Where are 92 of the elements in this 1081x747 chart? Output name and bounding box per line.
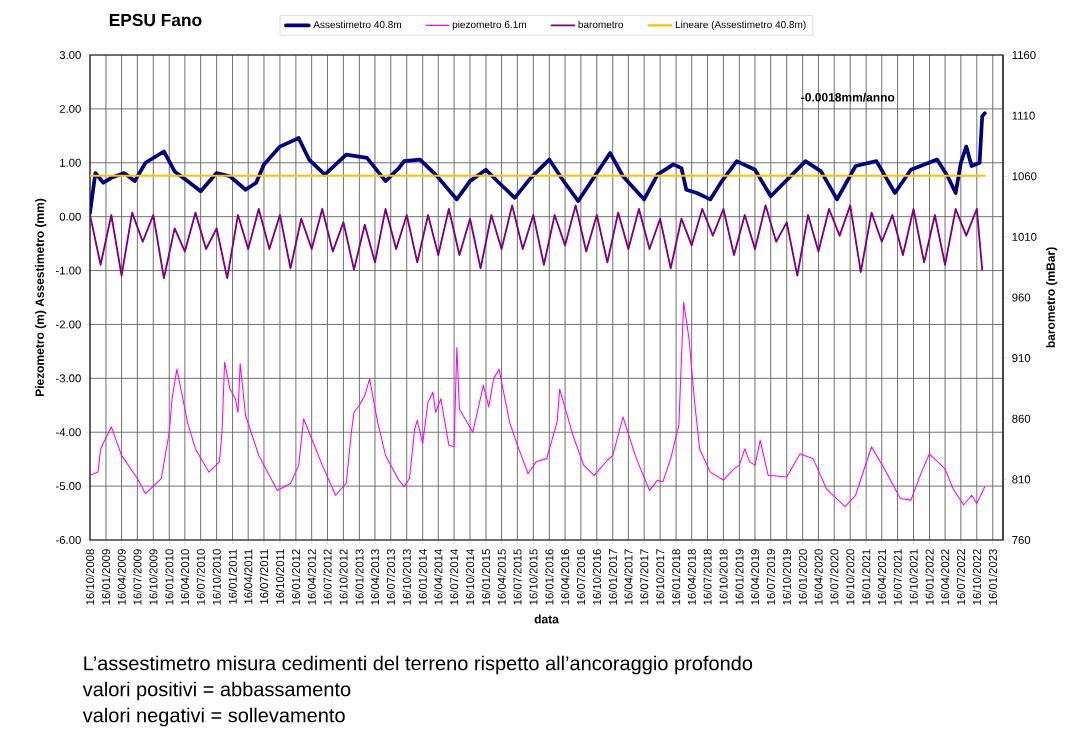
x-tick-label: 16/01/2018 xyxy=(671,549,681,605)
x-tick-label: 16/04/2020 xyxy=(814,549,823,605)
y-axis-title: Piezometro (m) Assestimetro (mm) xyxy=(35,198,47,397)
line-series xyxy=(90,204,984,280)
x-tick-label: 16/10/2021 xyxy=(909,549,918,605)
y-tick-label: 3.00 xyxy=(59,51,81,60)
y-tick-label: -2.00 xyxy=(55,320,81,329)
y-tick-label: -5.00 xyxy=(55,482,81,491)
annotation: -0.0018mm/anno xyxy=(801,92,895,102)
x-tick-label: 16/01/2015 xyxy=(481,549,491,605)
x-tick-label: 16/04/2014 xyxy=(434,549,443,605)
text: valori negativi = sollevamento xyxy=(82,707,345,727)
x-tick-label: 16/07/2013 xyxy=(386,549,395,605)
y2-tick-label: 1010 xyxy=(1012,232,1037,241)
x-tick-label: 16/10/2016 xyxy=(592,549,601,605)
legend-label: Lineare (Assestimetro 40.8m) xyxy=(675,20,806,31)
y-tick-label: -3.00 xyxy=(55,374,81,383)
chart-title: EPSU Fano xyxy=(109,13,202,27)
x-tick-label: 16/04/2021 xyxy=(877,549,886,605)
x-tick-label: 16/01/2021 xyxy=(861,549,871,605)
x-tick-label: 16/10/2022 xyxy=(972,549,981,605)
x-tick-label: 16/07/2022 xyxy=(956,549,966,605)
x-tick-label: 16/01/2014 xyxy=(418,549,427,605)
line-series xyxy=(90,301,986,508)
text: valori positivi = abbassamento xyxy=(82,681,351,701)
x-tick-label: 16/07/2021 xyxy=(893,549,902,605)
y-tick-label: 0.00 xyxy=(59,212,81,221)
x-tick-label: 16/07/2009 xyxy=(133,549,142,605)
y2-tick-label: 760 xyxy=(1012,536,1031,544)
x-tick-label: 16/01/2012 xyxy=(291,549,301,605)
y2-tick-label: 860 xyxy=(1012,414,1031,423)
x-tick-label: 16/01/2022 xyxy=(925,549,934,605)
x-tick-label: 16/01/2023 xyxy=(988,549,997,605)
x-tick-label: 16/07/2016 xyxy=(576,549,585,605)
y-tick-label: 1.00 xyxy=(60,158,81,167)
x-tick-label: 16/01/2010 xyxy=(165,549,174,605)
y2-axis-title: barometro (mBar) xyxy=(1046,247,1058,348)
x-tick-label: 16/10/2015 xyxy=(529,549,538,605)
x-axis-title: data xyxy=(534,614,559,624)
x-tick-label: 16/07/2017 xyxy=(639,549,649,605)
y2-tick-label: 810 xyxy=(1012,475,1031,484)
x-tick-label: 16/01/2019 xyxy=(735,549,744,605)
x-tick-label: 16/04/2010 xyxy=(180,549,190,605)
x-tick-label: 16/10/2014 xyxy=(465,549,475,605)
line-series xyxy=(90,111,987,215)
y2-tick-label: 910 xyxy=(1012,354,1031,363)
x-tick-label: 16/04/2017 xyxy=(624,549,633,605)
x-tick-label: 16/07/2012 xyxy=(323,549,332,605)
x-tick-label: 16/04/2011 xyxy=(244,549,253,604)
x-tick-label: 16/01/2009 xyxy=(101,549,111,605)
legend-label: piezometro 6.1m xyxy=(452,20,526,31)
x-tick-label: 16/10/2010 xyxy=(212,549,221,605)
text: L’assestimetro misura cedimenti del terreno rispetto all’ancoraggio profondo xyxy=(84,655,753,675)
x-tick-label: 16/04/2013 xyxy=(370,549,380,605)
y-tick-label: 2.00 xyxy=(59,104,81,113)
y-tick-label: -1.00 xyxy=(55,266,81,275)
x-tick-label: 16/10/2008 xyxy=(85,549,95,605)
x-tick-label: 16/10/2011 xyxy=(275,549,285,604)
x-tick-label: 16/10/2009 xyxy=(149,549,158,605)
y2-tick-label: 1060 xyxy=(1012,172,1037,181)
x-tick-label: 16/04/2016 xyxy=(560,549,570,605)
x-tick-label: 16/10/2020 xyxy=(846,549,855,605)
y-tick-label: -4.00 xyxy=(55,428,81,437)
x-tick-label: 16/04/2012 xyxy=(307,549,316,605)
x-tick-label: 16/10/2018 xyxy=(719,549,728,605)
x-tick-label: 16/07/2018 xyxy=(703,549,712,605)
y2-tick-label: 1160 xyxy=(1012,51,1036,60)
x-tick-label: 16/04/2018 xyxy=(687,549,696,605)
x-tick-label: 16/10/2013 xyxy=(402,549,411,605)
legend-label: barometro xyxy=(578,20,624,29)
x-tick-label: 16/10/2012 xyxy=(339,549,348,605)
y-tick-label: -6.00 xyxy=(55,536,81,544)
y2-tick-label: 960 xyxy=(1012,293,1031,302)
x-tick-label: 16/04/2019 xyxy=(750,549,760,605)
x-tick-label: 16/01/2016 xyxy=(545,549,554,605)
x-tick-label: 16/04/2015 xyxy=(497,549,506,605)
x-tick-label: 16/07/2011 xyxy=(259,549,269,604)
x-tick-label: 16/07/2015 xyxy=(513,549,522,605)
x-tick-label: 16/01/2020 xyxy=(798,549,807,605)
x-tick-label: 16/07/2014 xyxy=(449,549,459,605)
y2-tick-label: 1110 xyxy=(1012,111,1035,120)
x-tick-label: 16/01/2013 xyxy=(355,549,364,605)
x-tick-label: 16/07/2019 xyxy=(766,549,775,605)
x-tick-label: 16/07/2010 xyxy=(196,549,205,605)
legend-label: Assestimetro 40.8m xyxy=(313,20,401,29)
x-tick-label: 16/10/2019 xyxy=(782,549,791,605)
x-tick-label: 16/01/2017 xyxy=(608,549,617,605)
x-tick-label: 16/10/2017 xyxy=(655,549,665,605)
x-tick-label: 16/01/2011 xyxy=(228,549,237,604)
x-tick-label: 16/04/2009 xyxy=(117,549,126,605)
x-tick-label: 16/04/2022 xyxy=(940,549,950,605)
x-tick-label: 16/07/2020 xyxy=(830,549,839,605)
